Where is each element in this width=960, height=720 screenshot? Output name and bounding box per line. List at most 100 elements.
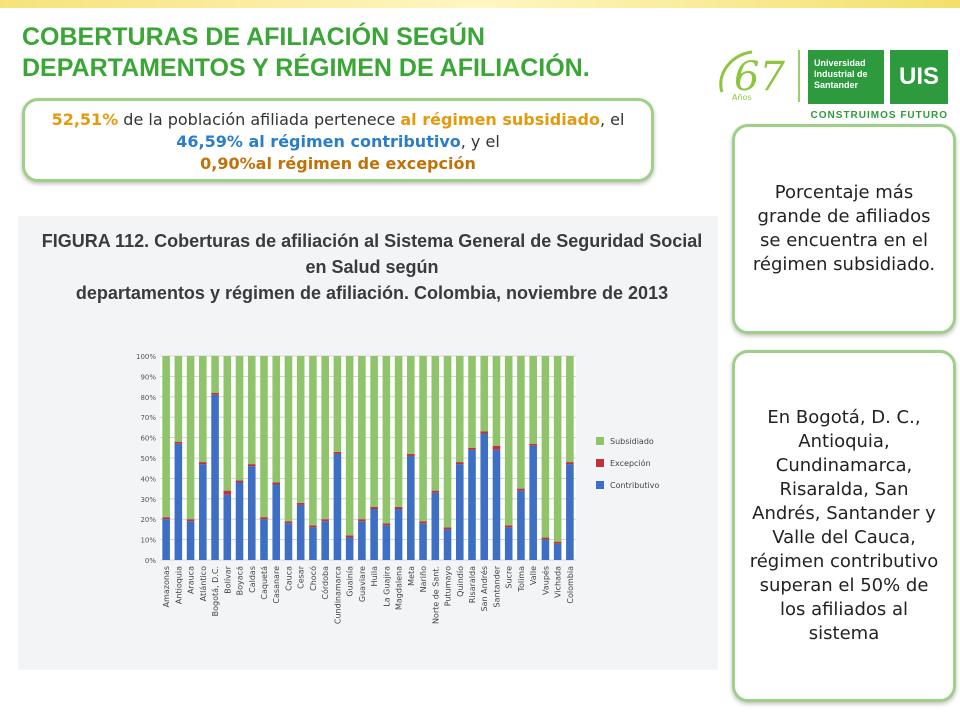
bar-excepción <box>162 517 170 520</box>
bar-contributivo <box>186 521 195 560</box>
bar-contributivo <box>284 523 293 560</box>
university-name-line1: Universidad <box>814 58 866 68</box>
bar-excepción <box>284 521 293 524</box>
x-tick-label: Boyacá <box>236 566 245 595</box>
x-tick-label: Magdalena <box>395 566 404 610</box>
bar-excepción <box>235 480 244 483</box>
summary-subsidiado-label: al régimen subsidiado <box>400 110 600 129</box>
bar-subsidiado <box>370 356 378 507</box>
bar-subsidiado <box>162 356 170 518</box>
university-name-line2: Industrial de <box>814 69 868 79</box>
university-name-line3: Santander <box>814 80 859 90</box>
bar-contributivo <box>468 449 476 560</box>
summary-contributivo: 46,59% al régimen contributivo <box>176 132 461 151</box>
x-tick-label: Valle <box>529 566 538 585</box>
y-tick-label: 60% <box>140 435 156 443</box>
bar-excepción <box>480 431 489 434</box>
x-tick-label: Cesar <box>297 565 306 589</box>
bar-subsidiado <box>247 356 256 465</box>
bar-excepción <box>223 490 232 495</box>
uis-badge: UIS <box>890 50 948 104</box>
legend-label: Contributivo <box>610 481 659 490</box>
legend-swatch <box>596 481 604 489</box>
bar-subsidiado <box>382 356 391 524</box>
bar-excepción <box>309 525 317 528</box>
chart-title-line2: departamentos y régimen de afiliación. C… <box>75 283 669 303</box>
y-tick-label: 40% <box>140 475 156 483</box>
bar-subsidiado <box>260 356 268 518</box>
bar-subsidiado <box>358 356 366 520</box>
bar-contributivo <box>235 482 244 560</box>
bar-contributivo <box>162 519 170 560</box>
bar-subsidiado <box>480 356 489 432</box>
x-tick-label: Cundinamarca <box>333 566 342 624</box>
bar-excepción <box>211 392 219 395</box>
y-tick-label: 70% <box>140 414 156 422</box>
bar-contributivo <box>272 484 281 560</box>
x-tick-label: Meta <box>407 566 416 586</box>
bar-excepción <box>296 502 305 505</box>
bar-contributivo <box>443 529 452 560</box>
bar-subsidiado <box>504 356 513 526</box>
bar-excepción <box>492 445 501 450</box>
bar-subsidiado <box>529 356 537 444</box>
bar-contributivo <box>529 445 537 560</box>
x-tick-label: La Guajira <box>382 566 391 607</box>
slide-title-line1: COBERTURAS DE AFILIACIÓN SEGÚN <box>22 23 485 51</box>
bar-excepción <box>517 488 525 491</box>
bar-excepción <box>407 453 415 456</box>
bar-subsidiado <box>553 356 562 542</box>
x-tick-label: Casanare <box>272 566 281 604</box>
bar-subsidiado <box>431 356 440 491</box>
anniversary-67-icon: 67 Años <box>719 50 785 102</box>
x-tick-label: Santander <box>492 565 501 607</box>
bar-subsidiado <box>186 356 195 520</box>
x-tick-label: Atlántico <box>199 566 208 601</box>
x-tick-label: Putumayo <box>444 566 453 606</box>
bar-contributivo <box>431 492 440 560</box>
bar-subsidiado <box>321 356 329 520</box>
bar-subsidiado <box>333 356 342 452</box>
bar-subsidiado <box>541 356 550 538</box>
x-tick-label: Amazonas <box>162 566 171 607</box>
x-tick-label: Tolima <box>517 566 526 593</box>
note-contributivo: En Bogotá, D. C., Antioquia, Cundinamarc… <box>732 350 956 702</box>
bar-excepción <box>186 519 195 522</box>
bar-subsidiado <box>566 356 574 463</box>
bar-excepción <box>199 462 207 465</box>
bar-contributivo <box>480 433 489 560</box>
bar-contributivo <box>419 523 427 560</box>
note-subsidiado-text: Porcentaje más grande de afiliados se en… <box>752 182 936 275</box>
bar-excepción <box>321 519 329 522</box>
x-tick-label: Nariño <box>419 566 428 592</box>
y-tick-label: 30% <box>140 496 156 504</box>
legend-label: Subsidiado <box>610 437 654 446</box>
bar-excepción <box>394 506 403 509</box>
university-tagline: CONSTRUIMOS FUTURO <box>810 110 948 121</box>
x-tick-label: Risaralda <box>468 566 477 603</box>
bar-excepción <box>455 462 464 465</box>
x-tick-label: Norte de Sant. <box>431 566 440 624</box>
bar-subsidiado <box>407 356 415 454</box>
slide-title-line2: DEPARTAMENTOS Y RÉGIMEN DE AFILIACIÓN. <box>22 54 590 82</box>
bar-contributivo <box>492 449 501 560</box>
summary-text-2: , el <box>599 110 625 129</box>
bar-subsidiado <box>455 356 464 463</box>
summary-subsidiado-pct: 52,51% <box>51 110 119 129</box>
chart-title: FIGURA 112. Coberturas de afiliación al … <box>32 228 712 306</box>
bar-subsidiado <box>468 356 476 448</box>
bar-excepción <box>370 506 378 509</box>
bar-contributivo <box>321 521 329 560</box>
bar-subsidiado <box>174 356 183 442</box>
bar-contributivo <box>199 464 207 560</box>
bar-subsidiado <box>517 356 525 489</box>
bar-contributivo <box>566 464 574 560</box>
bar-contributivo <box>211 394 219 560</box>
bar-subsidiado <box>492 356 501 446</box>
bar-contributivo <box>223 494 232 560</box>
stacked-bar-chart: 0% 10% 20% 30% 40% 50% 60% 70% 80% 90% 100% Amazona… <box>136 353 659 624</box>
bar-contributivo <box>517 490 525 560</box>
bar-excepción <box>553 541 562 544</box>
bar-excepción <box>260 517 268 520</box>
x-tick-label: Bolívar <box>223 565 232 593</box>
